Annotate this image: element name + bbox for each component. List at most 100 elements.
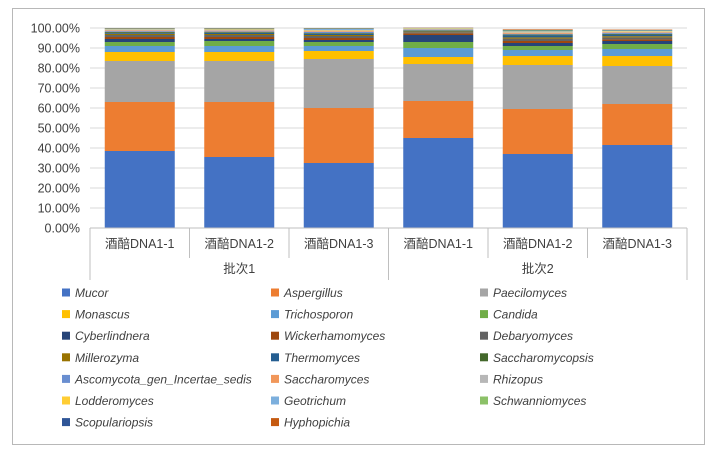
legend-swatch [271, 396, 279, 405]
bar-segment-saccharomyces [204, 30, 275, 32]
bar-segment-saccharomycopsis [204, 32, 275, 33]
bar-segment-thermomyces [204, 33, 275, 34]
bar-segment-ascomycota-gen-incertae-sedis [104, 31, 175, 32]
bar-segment-trichosporon [104, 46, 175, 52]
bar-segment-aspergillus [403, 101, 474, 138]
bar-segment-candida [502, 46, 573, 50]
bar-segment-debaryomyces [303, 36, 374, 38]
legend-swatch [480, 374, 488, 383]
bar-segment-rhizopus [502, 32, 573, 33]
bar-segment-hyphopichia [502, 29, 573, 30]
legend-label: Aspergillus [283, 286, 343, 300]
gridlines [90, 27, 687, 229]
bar-segment-trichosporon [204, 46, 275, 52]
bar-segment-millerozyma [204, 34, 275, 35]
bar-segment-ascomycota-gen-incertae-sedis [204, 31, 275, 33]
legend-label: Millerozyma [75, 351, 139, 365]
legend-label: Paecilomyces [493, 286, 567, 300]
bar-segment-mucor [602, 145, 673, 228]
bar-segment-wickerhamomyces [204, 37, 275, 39]
bar-segment-rhizopus [602, 31, 673, 33]
x-tick-label: 酒醅DNA1-1 [404, 237, 474, 251]
bar-segment-lodderomyces [204, 29, 275, 30]
x-tick-label: 酒醅DNA1-2 [503, 237, 573, 251]
bar-segment-cyberlindnera [303, 40, 374, 42]
bar-segment-lodderomyces [602, 31, 673, 32]
y-tick-label: 90.00% [38, 42, 80, 56]
legend-swatch [62, 418, 70, 427]
bar-segment-rhizopus [303, 30, 374, 32]
bar-segment-paecilomyces [104, 61, 175, 102]
legend: Mucor Aspergillus Paecilomyces Monascus Tric… [62, 286, 594, 430]
x-group-label: 批次1 [223, 261, 255, 276]
bar-segment-rhizopus [204, 30, 275, 31]
bar-segment-ascomycota-gen-incertae-sedis [403, 29, 474, 31]
bar-segment-ascomycota-gen-incertae-sedis [602, 33, 673, 34]
bar-segment-debaryomyces [602, 37, 673, 40]
bar-segment-paecilomyces [204, 61, 275, 102]
bar-segment-wickerhamomyces [403, 33, 474, 35]
legend-swatch [62, 310, 70, 319]
y-tick-label: 100.00% [31, 22, 80, 36]
bar-segment-rhizopus [104, 29, 175, 31]
legend-label: Geotrichum [284, 394, 346, 408]
bar-segment-cyberlindnera [502, 43, 573, 46]
bar-segment-millerozyma [602, 36, 673, 38]
bar-segment-candida [403, 42, 474, 48]
bar-segment-cyberlindnera [104, 39, 175, 42]
bar-segment-aspergillus [502, 109, 573, 154]
bar-segment-trichosporon [602, 49, 673, 56]
bar-segment-millerozyma [403, 31, 474, 33]
bar-segment-aspergillus [204, 102, 275, 157]
bar-segment-saccharomycopsis [502, 34, 573, 36]
bar-segment-trichosporon [303, 46, 374, 51]
bar-segment-saccharomycopsis [303, 33, 374, 34]
bar-segment-aspergillus [303, 108, 374, 163]
bar-segment-wickerhamomyces [104, 37, 175, 39]
legend-swatch [62, 374, 70, 383]
bar-segment-monascus [403, 57, 474, 64]
bar-segment-mucor [204, 157, 275, 228]
bar-segment-paecilomyces [602, 66, 673, 104]
y-tick-label: 30.00% [38, 162, 80, 176]
bar-segment-candida [303, 42, 374, 46]
legend-label: Trichosporon [284, 308, 353, 322]
legend-label: Cyberlindnera [75, 329, 150, 343]
legend-label: Thermomyces [284, 351, 360, 365]
legend-label: Hyphopichia [284, 416, 350, 430]
bar-segment-geotrichum [502, 31, 573, 32]
legend-label: Lodderomyces [75, 394, 154, 408]
bar-segment-monascus [602, 56, 673, 66]
bar-segment-lodderomyces [502, 31, 573, 33]
legend-swatch [480, 331, 488, 340]
bar-segment-millerozyma [104, 33, 175, 35]
bar-segment-monascus [104, 52, 175, 61]
bar-segment-thermomyces [303, 34, 374, 35]
y-tick-label: 60.00% [38, 102, 80, 116]
x-tick-label: 酒醅DNA1-3 [304, 237, 374, 251]
legend-swatch [62, 331, 70, 340]
bar-segment-trichosporon [403, 48, 474, 57]
legend-swatch [271, 288, 279, 297]
bar-segment-saccharomyces [502, 33, 573, 34]
bar-segment-mucor [502, 154, 573, 228]
y-tick-label: 0.00% [45, 222, 80, 236]
bar-segment-millerozyma [303, 35, 374, 36]
bar-segment-debaryomyces [104, 35, 175, 37]
bar-segment-candida [104, 42, 175, 46]
legend-swatch [271, 310, 279, 319]
bar-segment-schwanniomyces [502, 30, 573, 31]
bar-segment-wickerhamomyces [502, 41, 573, 43]
bar-segment-monascus [303, 51, 374, 59]
bar-segment-mucor [403, 138, 474, 228]
bar-segment-geotrichum [303, 29, 374, 30]
bar-segment-saccharomycopsis [403, 30, 474, 31]
legend-swatch [480, 396, 488, 405]
bar-segment-ascomycota-gen-incertae-sedis [502, 33, 573, 35]
bar-segment-mucor [303, 163, 374, 228]
bar-segment-cyberlindnera [602, 41, 673, 44]
legend-swatch [271, 418, 279, 427]
bar-segment-wickerhamomyces [303, 38, 374, 40]
bar-segment-trichosporon [502, 50, 573, 56]
y-tick-label: 40.00% [38, 142, 80, 156]
